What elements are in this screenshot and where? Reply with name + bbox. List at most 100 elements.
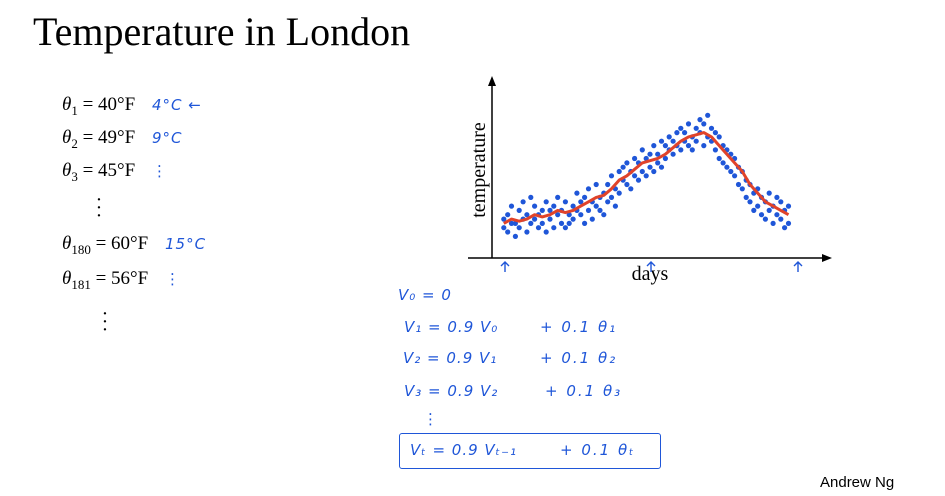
note-theta-180: 15°C [164,235,207,253]
data-point [674,130,680,136]
recurrence-v3-lhs: V₃ = 0.9 V₂ [404,382,499,400]
data-point [585,207,592,213]
temperature-points [501,112,792,239]
data-point [739,186,745,192]
recurrence-vt-rhs: + 0.1 θₜ [560,441,636,459]
data-point [689,147,695,153]
data-point [562,199,569,205]
mid-day-marker [646,261,656,272]
data-point [570,216,576,222]
equation-theta-181: θ181 = 56°F ⋮ [62,268,181,292]
data-point [582,220,588,226]
data-point [655,151,661,157]
recurrence-v1-rhs: + 0.1 θ₁ [540,318,618,336]
data-point [539,207,545,213]
note-theta-181: ⋮ [164,270,181,288]
equation-theta-2: θ2 = 49°F 9°C [62,127,183,151]
data-point [616,168,622,175]
data-point [532,216,538,222]
data-point [728,168,734,175]
recurrence-general-box [399,433,661,469]
data-point [758,212,765,218]
data-point [670,138,676,144]
data-point [543,199,549,205]
data-point [597,207,603,213]
data-point [535,225,542,231]
note-theta-1: 4°C ← [151,96,202,114]
recurrence-v1-lhs: V₁ = 0.9 V₀ [404,318,499,336]
data-point [505,212,511,218]
data-point [512,233,519,239]
ellipsis-vertical-1: · · · [95,189,103,227]
recurrence-vt-lhs: Vₜ = 0.9 Vₜ₋₁ [410,441,518,459]
data-point [528,194,534,200]
data-point [593,181,599,188]
data-point [658,138,665,144]
data-point [685,143,692,149]
data-point [605,199,611,205]
equation-theta-3: θ3 = 45°F ⋮ [62,160,168,184]
data-point [658,164,665,170]
data-point [524,212,530,218]
data-point [516,225,522,231]
recurrence-ellipsis: ⋮ [423,410,439,428]
author-credit: Andrew Ng [820,474,895,491]
data-point [582,194,588,200]
data-point [566,220,572,226]
equation-theta-1: θ1 = 40°F 4°C ← [62,94,202,118]
y-axis-arrow [488,76,496,86]
data-point [628,186,634,192]
x-axis-label: days [632,263,669,285]
data-point [551,203,557,209]
recurrence-v3-rhs: + 0.1 θ₃ [545,382,623,400]
data-point [782,225,788,231]
data-point [774,194,780,200]
data-point [508,203,515,209]
data-point [693,138,699,144]
data-point [724,164,730,170]
data-point [624,181,630,188]
moving-average-line [503,131,790,225]
data-point [501,225,507,231]
data-point [655,160,661,166]
data-point [651,168,657,175]
chart-axes [468,76,832,262]
data-point [670,151,676,157]
data-point [735,181,742,188]
data-point [716,155,722,162]
data-point [778,199,784,205]
start-day-marker [500,261,510,272]
data-point [743,194,749,200]
data-point [701,121,707,127]
data-point [697,117,703,123]
data-point [570,203,576,209]
data-point [785,203,792,209]
recurrence-v2-lhs: V₂ = 0.9 V₁ [403,349,498,367]
data-point [639,147,645,153]
data-point [774,212,780,218]
data-point [647,164,653,170]
data-point [620,164,626,170]
data-point [508,220,515,226]
data-point [712,130,719,136]
data-point [624,160,630,166]
data-point [766,190,772,196]
data-point [682,130,688,136]
data-point [708,125,715,131]
data-point [532,203,538,209]
data-point [720,160,726,166]
data-point [762,216,769,222]
data-point [520,199,526,205]
data-point [585,186,592,192]
data-point [501,216,507,222]
data-point [766,207,772,213]
data-point [547,207,553,213]
equation-theta-180: θ180 = 60°F 15°C [62,233,207,257]
data-point [562,225,569,231]
data-point [662,143,669,149]
data-point [605,181,611,188]
data-point [528,220,534,226]
recurrence-v0: V₀ = 0 [398,286,452,304]
data-point [678,125,684,131]
